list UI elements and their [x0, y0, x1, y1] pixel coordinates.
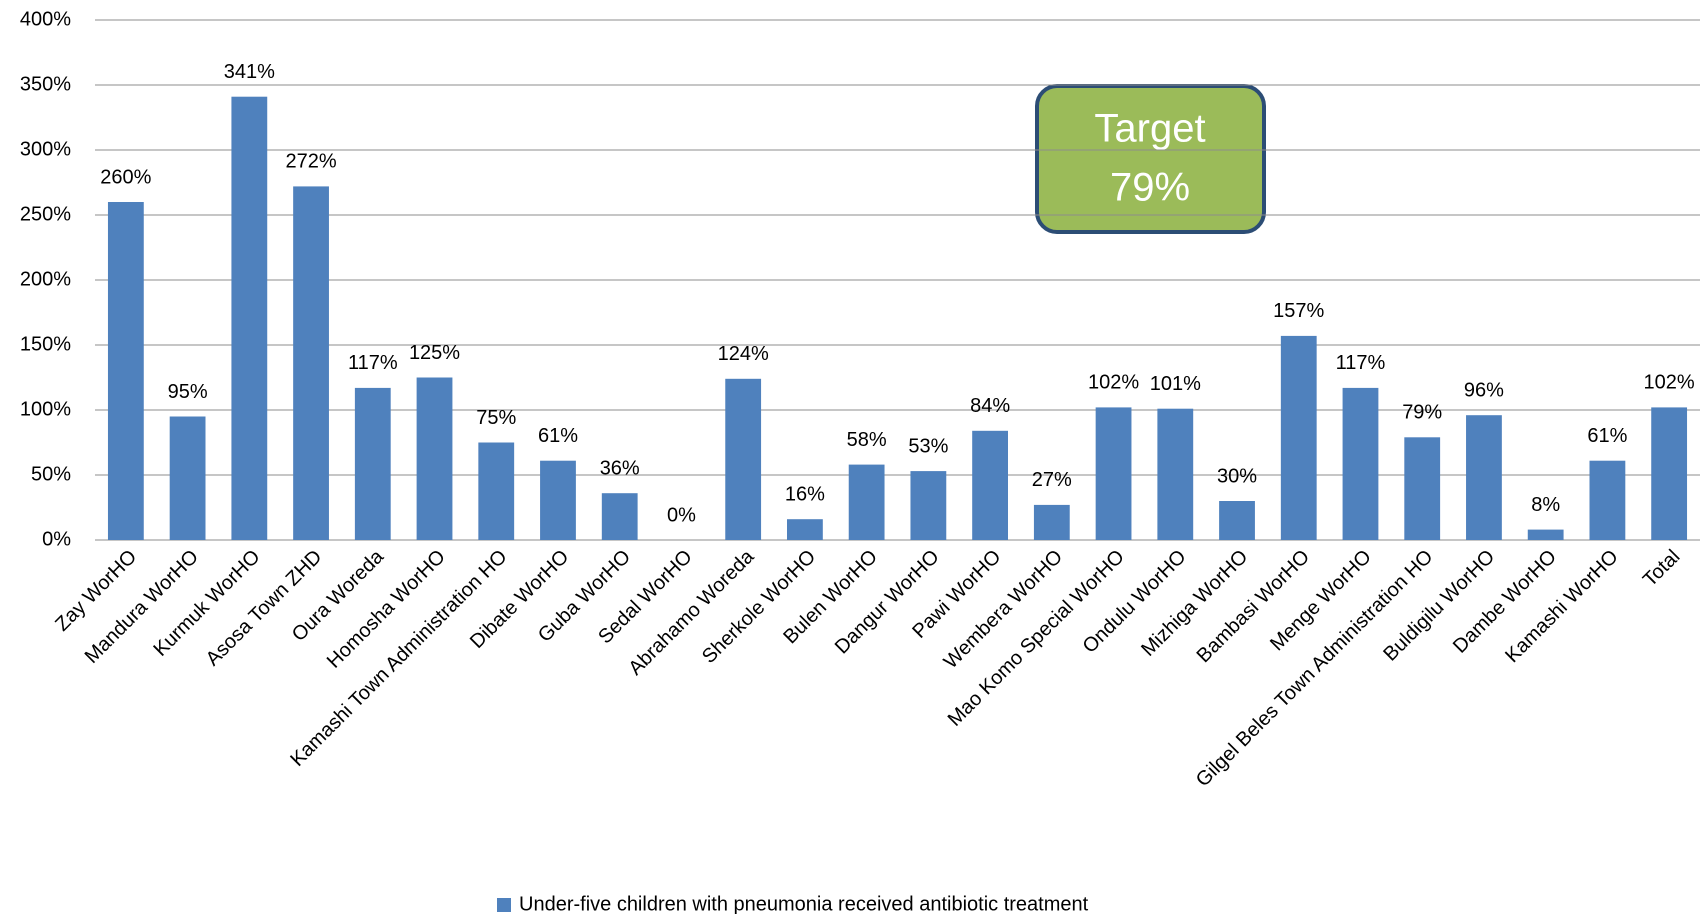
data-label: 260% [100, 166, 151, 188]
y-tick-label: 350% [20, 73, 71, 95]
x-tick-label: Kamashi WorHO [1501, 546, 1622, 667]
data-label: 53% [908, 435, 948, 457]
x-tick-label: Bambasi WorHO [1193, 546, 1314, 667]
data-label: 61% [538, 425, 578, 447]
x-tick-label: Sherkole WorHO [698, 546, 820, 668]
bar [601, 493, 638, 540]
bar [787, 519, 823, 540]
y-tick-label: 150% [20, 333, 71, 355]
data-label: 95% [168, 381, 208, 403]
bar [107, 202, 144, 540]
x-tick-label: Dangur WorHO [831, 546, 944, 659]
bar [972, 430, 1008, 540]
data-label: 272% [285, 151, 336, 173]
x-tick-label: Homosha WorHO [323, 546, 450, 673]
x-tick-label: Kurmuk WorHO [150, 546, 265, 661]
x-tick-label: Buldigilu WorHO [1379, 546, 1499, 666]
data-label: 117% [348, 352, 398, 374]
data-label: 16% [785, 483, 825, 505]
data-label: 125% [409, 342, 460, 364]
data-label: 27% [1032, 469, 1072, 491]
bar [293, 186, 329, 540]
data-label: 117% [1336, 352, 1386, 374]
y-tick-label: 0% [42, 528, 71, 550]
target-box: Target 79% [1035, 84, 1266, 234]
x-tick-label: Mizhiga WorHO [1137, 546, 1252, 661]
data-label: 341% [224, 61, 275, 83]
data-label: 124% [718, 343, 769, 365]
data-label: 75% [476, 407, 516, 429]
bar [1095, 407, 1132, 540]
data-label: 61% [1587, 425, 1627, 447]
x-tick-label: Wembera WorHO [940, 546, 1067, 673]
target-title: Target [1094, 107, 1205, 151]
target-box-shape [1035, 84, 1266, 234]
x-tick-label: Kamashi Town Administration HO [286, 546, 511, 771]
bar [1219, 501, 1255, 540]
bar [1033, 504, 1070, 540]
bar [848, 464, 885, 540]
data-label: 102% [1644, 372, 1695, 394]
legend-swatch [497, 898, 511, 912]
data-label: 101% [1150, 373, 1201, 395]
data-label: 102% [1088, 372, 1139, 394]
bar [1280, 335, 1317, 540]
bar [169, 416, 206, 540]
target-value: 79% [1110, 166, 1190, 210]
y-tick-label: 300% [20, 138, 71, 160]
data-label: 30% [1217, 465, 1257, 487]
x-tick-label: Asosa Town ZHD [202, 546, 327, 671]
data-label: 0% [667, 504, 696, 526]
data-label: 36% [600, 457, 640, 479]
bar [416, 377, 453, 540]
y-tick-label: 200% [20, 268, 71, 290]
data-label: 157% [1273, 300, 1324, 322]
bar [478, 442, 515, 540]
data-label: 96% [1464, 379, 1504, 401]
y-tick-label: 250% [20, 203, 71, 225]
data-label: 79% [1402, 402, 1442, 424]
bar [1466, 415, 1502, 540]
bar [354, 387, 391, 540]
x-tick-label: Mandura WorHO [81, 546, 203, 668]
x-tick-label: Total [1639, 546, 1684, 591]
bar [1527, 529, 1564, 540]
bar [1342, 387, 1379, 540]
bar [725, 378, 762, 540]
bar [1589, 460, 1626, 540]
data-label: 58% [847, 429, 887, 451]
data-label: 84% [970, 395, 1010, 417]
bar [1651, 407, 1688, 540]
y-tick-label: 50% [31, 463, 71, 485]
bar [1404, 437, 1441, 540]
bar [231, 96, 268, 540]
bar [540, 460, 576, 540]
bar [1157, 408, 1194, 540]
bar [910, 471, 947, 540]
data-label: 8% [1531, 494, 1560, 516]
legend-label: Under-five children with pneumonia recei… [519, 893, 1089, 914]
y-tick-label: 400% [20, 8, 71, 30]
y-tick-label: 100% [20, 398, 71, 420]
